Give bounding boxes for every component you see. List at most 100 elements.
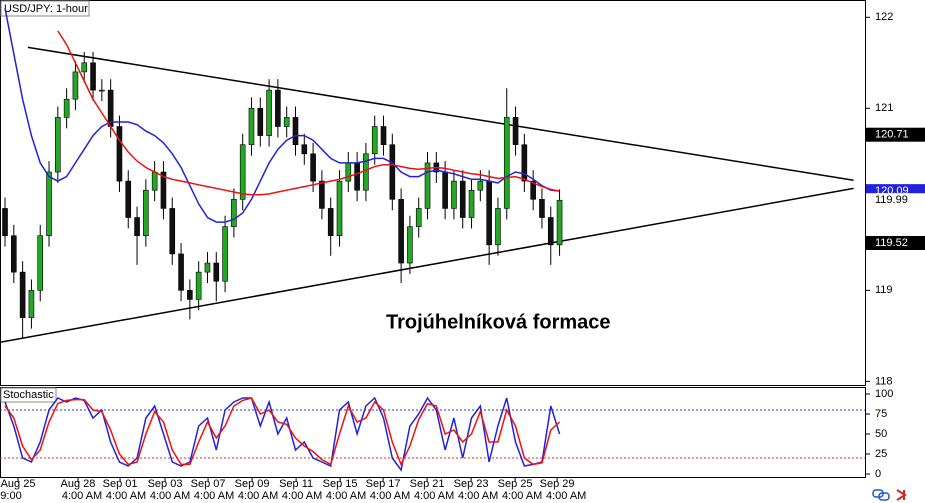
candle-body [257, 108, 264, 136]
candle-body [459, 180, 466, 218]
x-tick-label: Sep 15 [323, 478, 358, 490]
candle-body [28, 290, 35, 318]
x-tick-label: Sep 01 [103, 478, 138, 490]
x-time-label: 4:00 AM [546, 490, 586, 502]
x-time-label: 4:00 AM [282, 490, 322, 502]
x-tick-label: Aug 25 [1, 478, 36, 490]
trendline [0, 187, 854, 343]
candle-body [512, 117, 519, 146]
stochastic-title: Stochastic [3, 389, 54, 401]
y-tick-label: 121 [875, 102, 893, 114]
candle-body [19, 271, 26, 318]
candle-body [503, 117, 510, 209]
candle-body [389, 144, 396, 200]
toolbar-icons[interactable] [872, 489, 907, 501]
x-tick-label: Sep 21 [410, 478, 445, 490]
candle-body [556, 199, 563, 246]
candle-body [283, 117, 290, 127]
candle-body [178, 253, 184, 291]
candle-body [125, 180, 132, 218]
x-tick-label: Sep 23 [454, 478, 489, 490]
price-marker [866, 236, 925, 251]
candle-body [72, 71, 79, 100]
candle-body [398, 199, 404, 264]
candle-body [319, 180, 325, 209]
x-tick-label: Sep 17 [366, 478, 401, 490]
candle-body [547, 217, 554, 246]
y-tick-label: 119 [875, 284, 893, 296]
candle-body [81, 62, 88, 73]
candle-body [195, 271, 202, 300]
x-tick-label: Sep 25 [498, 478, 533, 490]
x-time-label: 4:00 AM [414, 490, 454, 502]
candle-body [160, 171, 167, 209]
chart-title: USD/JPY: 1-hour [4, 3, 88, 15]
candle-body [530, 180, 536, 200]
candle-body [468, 189, 475, 218]
x-time-label: 4:00 AM [194, 490, 234, 502]
candle-body [90, 62, 96, 91]
candle-body [151, 171, 158, 191]
candle-body [2, 208, 8, 237]
candle-body [248, 108, 255, 146]
candle-body [213, 262, 220, 282]
stoch-y-tick-label: 100 [875, 388, 893, 400]
candle-body [495, 208, 501, 246]
candle-body [407, 226, 413, 264]
candle-body [539, 199, 545, 218]
candle-body [143, 189, 149, 237]
candle-body [310, 153, 316, 182]
candle-body [187, 290, 193, 300]
candle-body [275, 89, 281, 127]
stoch-y-tick-label: 50 [875, 428, 887, 440]
x-tick-label: Sep 11 [279, 478, 313, 490]
x-tick-label: Aug 28 [61, 478, 96, 490]
stoch-y-tick-label: 25 [875, 448, 887, 460]
candle-body [336, 180, 343, 237]
moving-average [57, 30, 560, 196]
annotation: Trojúhelníková formace [386, 311, 611, 333]
y-tick-label: 122 [875, 11, 893, 23]
candle-body [46, 171, 52, 237]
candle-body [239, 144, 246, 200]
candle-body [354, 162, 360, 191]
x-time-label: 4:00 AM [62, 490, 102, 502]
x-time-label: 4:00 AM [106, 490, 146, 502]
stoch-y-tick-label: 0 [875, 468, 881, 480]
candle-body [55, 117, 61, 173]
link-icon-part[interactable] [878, 492, 890, 501]
x-time-label: 4:00 AM [502, 490, 542, 502]
candle-body [442, 171, 448, 209]
stochastic-line [4, 397, 561, 467]
x-time-label: 4:00 AM [238, 490, 278, 502]
x-tick-label: Sep 03 [148, 478, 183, 490]
moving-average [4, 8, 560, 223]
candle-body [134, 217, 140, 237]
x-tick-label: Sep 09 [235, 478, 270, 490]
candle-body [451, 180, 457, 209]
candle-body [345, 162, 352, 182]
candle-body [116, 126, 123, 182]
candle-body [169, 208, 176, 255]
x-time-label: 9:00 [0, 490, 21, 502]
price-marker-label: 119.99 [875, 194, 908, 206]
candle-body [486, 180, 492, 246]
candle-body [107, 89, 114, 127]
x-time-label: 4:00 AM [150, 490, 190, 502]
stoch-y-tick-label: 75 [875, 408, 887, 420]
price-marker-label: 119.52 [875, 237, 908, 249]
candle-body [380, 126, 387, 146]
price-marker [866, 127, 925, 142]
close-icon[interactable] [896, 489, 907, 501]
price-marker-label: 120.71 [875, 129, 909, 141]
x-time-label: 4:00 AM [458, 490, 498, 502]
stochastic-panel [0, 387, 866, 478]
trendline [27, 46, 854, 181]
x-tick-label: Sep 29 [540, 478, 575, 490]
title-box [0, 0, 90, 17]
candle-body [63, 98, 70, 118]
main-panel [0, 0, 866, 386]
x-time-label: 4:00 AM [326, 490, 366, 502]
